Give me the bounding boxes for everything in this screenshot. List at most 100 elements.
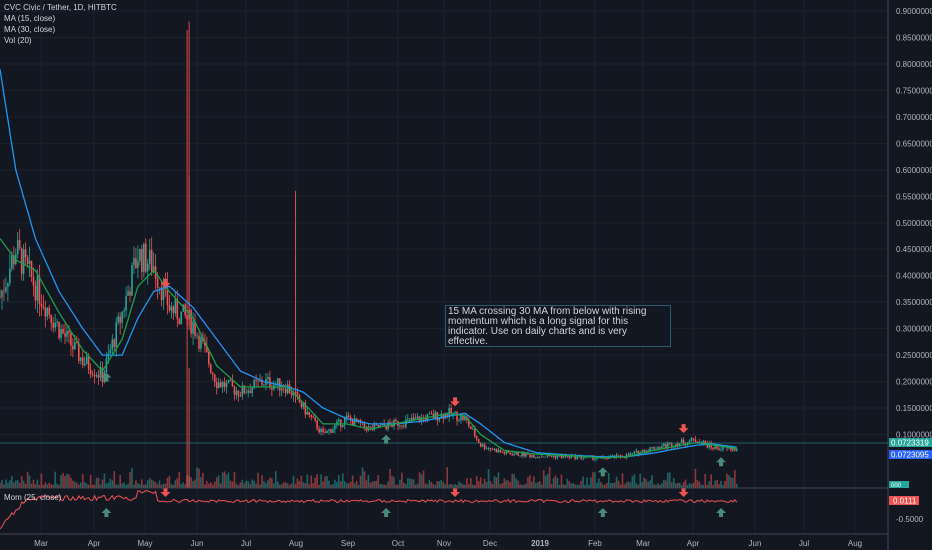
- ma15-legend[interactable]: MA (15, close): [4, 14, 56, 23]
- candle-body: [156, 279, 159, 288]
- candle-body: [141, 248, 143, 272]
- volume-bar: [276, 481, 279, 488]
- candle-body: [385, 425, 387, 430]
- candle-body: [643, 450, 645, 454]
- time-axis[interactable]: Mar Apr May Jun Jul Aug Sep Oct Nov Dec 2019 Feb Mar…: [34, 539, 862, 548]
- chart-legend: CVC Civic / Tether, 1D, HITBTC MA (15, c…: [4, 2, 117, 46]
- volume-bar: [357, 484, 360, 488]
- volume-bar: [32, 479, 35, 488]
- volume-bar: [178, 472, 181, 488]
- volume-bar: [241, 479, 244, 488]
- volume-bar: [405, 484, 407, 488]
- volume-bar: [66, 473, 68, 488]
- candle-body: [485, 448, 488, 450]
- candle-body: [460, 415, 462, 421]
- candle-body: [495, 448, 498, 453]
- candle-body: [58, 321, 60, 339]
- candle-body: [554, 455, 557, 458]
- candle-body: [125, 295, 127, 311]
- candle-body: [306, 411, 309, 415]
- volume-bar: [52, 484, 54, 488]
- candle-body: [286, 384, 289, 394]
- price-axis-tick: 0.2500000: [896, 351, 932, 360]
- volume-bar: [14, 480, 17, 488]
- volume-bar: [235, 483, 238, 488]
- candle-body: [91, 374, 94, 376]
- volume-bar: [592, 472, 594, 488]
- volume-bar: [702, 484, 705, 488]
- volume-bar: [174, 480, 177, 488]
- candle-body: [540, 456, 543, 458]
- candle-body: [300, 402, 303, 408]
- candle-body: [712, 447, 714, 450]
- candle-body: [221, 381, 224, 388]
- candle-body: [716, 446, 718, 449]
- ma30-legend[interactable]: MA (30, close): [4, 25, 56, 34]
- volume-bar: [320, 474, 322, 488]
- candle-body: [519, 455, 521, 457]
- volume-bar: [517, 480, 519, 488]
- volume-bar: [259, 484, 261, 488]
- candle-body: [479, 443, 482, 447]
- volume-bar: [328, 480, 330, 488]
- volume-bar: [613, 482, 616, 488]
- candle-body: [170, 306, 173, 311]
- volume-bar: [403, 482, 405, 488]
- volume-bar: [732, 478, 734, 488]
- candle-body: [3, 290, 5, 292]
- candle-body: [174, 299, 177, 314]
- annotation-box[interactable]: 15 MA crossing 30 MA from below with ris…: [445, 305, 671, 347]
- candle-body: [209, 364, 212, 373]
- candle-body: [74, 342, 76, 350]
- volume-bar: [718, 484, 720, 488]
- volume-bar: [22, 480, 25, 488]
- candle-body: [304, 402, 307, 415]
- volume-bar: [609, 483, 612, 488]
- volume-bar: [282, 482, 285, 488]
- volume-bar: [137, 483, 139, 488]
- volume-bar: [280, 484, 283, 488]
- volume-bar: [121, 483, 123, 488]
- volume-bar: [556, 478, 559, 488]
- candle-body: [44, 307, 47, 317]
- volume-bar: [477, 481, 480, 488]
- candle-body: [12, 255, 15, 265]
- candle-body: [160, 287, 163, 300]
- volume-bar: [213, 481, 216, 488]
- volume-bar: [68, 474, 70, 488]
- candle-body: [611, 455, 614, 457]
- candle-body: [653, 447, 655, 450]
- volume-bar: [674, 483, 677, 488]
- symbol-title[interactable]: CVC Civic / Tether, 1D, HITBTC: [4, 3, 117, 12]
- candle-body: [570, 455, 573, 458]
- volume-bar: [294, 484, 297, 488]
- volume-bar: [383, 484, 385, 488]
- candle-body: [7, 283, 9, 287]
- candle-body: [735, 448, 738, 451]
- volume-bar: [714, 480, 716, 488]
- candle-body: [276, 378, 279, 385]
- volume-bar: [420, 474, 423, 488]
- volume-bar: [367, 474, 370, 488]
- volume-bar: [507, 480, 510, 488]
- candle-body: [702, 440, 705, 443]
- candle-body: [401, 425, 403, 427]
- candle-body: [605, 458, 608, 460]
- volume-bar: [663, 479, 665, 488]
- candle-body: [227, 379, 230, 383]
- momentum-legend[interactable]: Mom (25, close): [4, 493, 62, 502]
- candle-body: [1, 290, 3, 298]
- price-axis-tick: 0.8000000: [896, 60, 932, 69]
- volume-bar: [46, 484, 49, 488]
- candle-body: [5, 286, 7, 292]
- volume-legend[interactable]: Vol (20): [4, 36, 32, 45]
- volume-bar: [495, 477, 498, 488]
- volume-bar: [724, 480, 726, 488]
- price-axis[interactable]: 0.9000000 0.8500000 0.8000000 0.7500000 0.70…: [896, 7, 932, 440]
- candle-body: [436, 412, 439, 421]
- candle-body: [481, 444, 484, 447]
- volume-bar: [36, 479, 39, 488]
- volume-bar: [221, 472, 224, 488]
- volume-bar: [631, 476, 634, 488]
